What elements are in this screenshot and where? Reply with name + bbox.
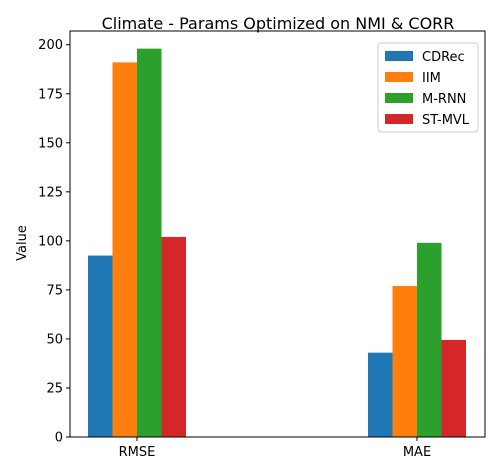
y-tick-label: 50 [46,332,63,347]
legend-swatch-cdrec [385,51,413,61]
bar-iim-rmse [112,62,137,437]
x-axis: RMSE MAE [119,437,431,460]
legend-label-st-mvl: ST-MVL [422,113,470,128]
bar-m-rnn-rmse [137,48,162,438]
bar-st-mvl-rmse [161,236,186,437]
x-tick-label: RMSE [119,445,156,460]
y-tick-label: 200 [38,38,63,53]
bar-st-mvl-mae [441,339,466,437]
y-tick-label: 150 [38,136,63,151]
legend-label-iim: IIM [422,71,441,86]
legend: CDRec IIM M-RNN ST-MVL [377,42,479,133]
y-axis: 0 25 50 75 100 125 150 175 200 [38,38,70,446]
chart-title: Climate - Params Optimized on NMI & CORR [102,14,455,33]
bar-cdrec-rmse [88,255,113,437]
plot-frame [69,30,486,438]
bar-m-rnn-mae [417,242,442,437]
legend-frame [377,42,479,133]
y-tick-label: 175 [38,87,63,102]
y-tick-label: 75 [46,283,63,298]
x-tick-label: MAE [403,445,431,460]
y-axis-label: Value [15,225,30,261]
bar-iim-mae [392,285,417,437]
legend-swatch-iim [385,72,413,82]
y-tick-label: 100 [38,234,63,249]
y-tick-label: 25 [46,381,63,396]
legend-label-m-rnn: M-RNN [422,92,466,107]
legend-label-cdrec: CDRec [422,50,465,65]
bar-cdrec-mae [368,352,393,437]
y-tick-label: 0 [55,431,63,446]
bars [88,48,466,438]
legend-swatch-st-mvl [385,114,413,124]
y-tick-label: 125 [38,185,63,200]
legend-swatch-m-rnn [385,93,413,103]
